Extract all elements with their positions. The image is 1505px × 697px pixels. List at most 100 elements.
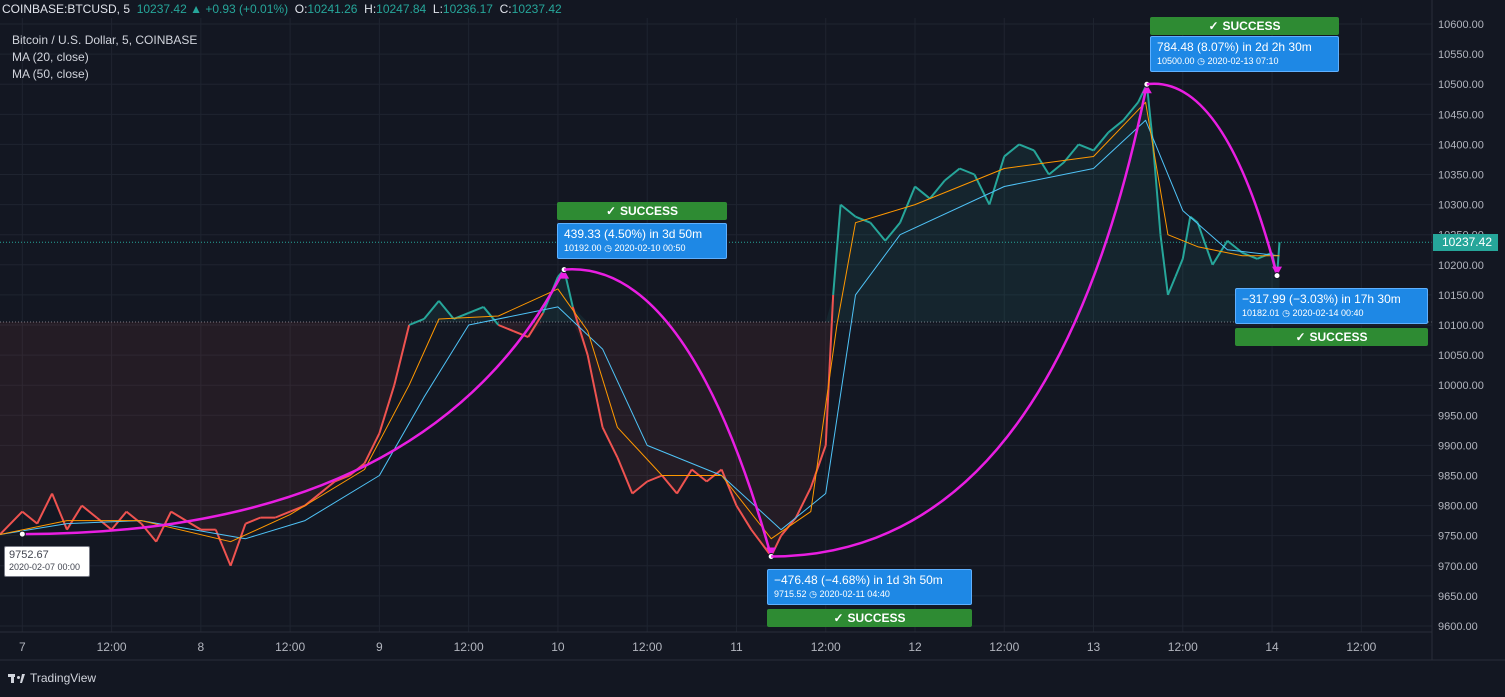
price-segment	[646, 474, 663, 483]
check-icon: ✓	[605, 204, 617, 218]
price-axis[interactable]: 9600.00 9650.00 9700.00 9750.00 9800.00 9850.…	[1438, 19, 1484, 633]
price-segment	[1033, 149, 1050, 176]
x-tick-label: 12:00	[97, 640, 127, 654]
arc-point[interactable]	[1273, 272, 1281, 280]
price-segment	[229, 523, 247, 567]
success-label: SUCCESS	[620, 204, 679, 218]
price-segment	[1107, 119, 1124, 134]
callout-change: 439.33 (4.50%) in 3d 50m	[564, 227, 703, 241]
time-axis[interactable]: 7 12:00 8 12:00 9 12:00 10 12:00 11 12:00 12 12:00 1…	[19, 640, 1377, 654]
price-segment	[1048, 161, 1065, 176]
arc-point[interactable]	[18, 530, 26, 538]
last-price-value: 10237.42	[136, 2, 187, 16]
forecast-arc	[22, 269, 566, 536]
price-segment	[914, 185, 931, 200]
measure-callout[interactable]: 439.33 (4.50%) in 3d 50m 10192.00 ◷ 2020…	[557, 223, 727, 259]
measure-callout[interactable]: 784.48 (8.07%) in 2d 2h 30m 10500.00 ◷ 2…	[1150, 36, 1339, 72]
price-segment	[824, 294, 835, 446]
price-segment	[1152, 144, 1162, 235]
price-segment	[899, 186, 916, 224]
check-icon: ✓	[1295, 330, 1306, 344]
success-badge[interactable]: ✓ SUCCESS	[557, 202, 727, 220]
price-segment	[601, 426, 619, 458]
x-tick-label: 13	[1087, 640, 1101, 654]
price-segment	[363, 432, 381, 464]
price-segment	[1145, 84, 1155, 145]
price-segment	[661, 474, 678, 495]
below-baseline-fill	[0, 321, 1280, 566]
callout-change: −317.99 (−3.03%) in 17h 30m	[1242, 292, 1401, 306]
arc-arrow-icon	[559, 269, 570, 279]
close-label: C:	[499, 2, 512, 16]
forecast-arc	[771, 83, 1149, 558]
ma50-line	[0, 119, 1280, 540]
y-tick-label: 10200.00	[1438, 260, 1484, 272]
price-segment	[1092, 131, 1110, 152]
low-value: 10236.17	[442, 2, 493, 16]
price-segment	[631, 480, 648, 495]
y-tick-label: 9750.00	[1438, 531, 1478, 543]
price-segment	[527, 312, 544, 338]
anchor-date: 2020-02-07 00:00	[9, 562, 81, 572]
x-tick-label: 11	[730, 640, 743, 654]
ma20-line	[0, 101, 1280, 543]
price-segment	[125, 510, 142, 525]
price-segment	[616, 457, 634, 494]
price-segment	[334, 474, 351, 483]
clock-icon: ◷	[1197, 56, 1205, 66]
price-segment	[869, 222, 887, 242]
success-label: SUCCESS	[847, 611, 906, 625]
price-segment	[586, 354, 604, 428]
open-label: O:	[294, 2, 308, 16]
y-tick-label: 10100.00	[1438, 320, 1484, 332]
anchor-price: 9752.67	[9, 549, 49, 561]
anchor-price-label[interactable]: 9752.67 2020-02-07 00:00	[4, 546, 90, 577]
price-segment	[1174, 258, 1184, 278]
baseline-shading	[0, 84, 1280, 566]
check-icon: ✓	[833, 611, 844, 625]
price-segment	[795, 487, 812, 519]
callout-price: 9715.52	[774, 589, 807, 599]
callout-date: 2020-02-14 00:40	[1292, 308, 1364, 318]
callout-change: −476.48 (−4.68%) in 1d 3h 50m	[774, 573, 943, 587]
success-badge[interactable]: ✓ SUCCESS	[1235, 328, 1428, 346]
measure-callout[interactable]: −476.48 (−4.68%) in 1d 3h 50m 9715.52 ◷ …	[767, 569, 972, 605]
price-segment	[1181, 216, 1192, 259]
price-segment	[96, 516, 113, 531]
price-segment	[929, 179, 946, 200]
price-segment	[988, 156, 1006, 205]
above-baseline-fill	[0, 84, 1280, 322]
price-segment	[468, 306, 484, 314]
clock-icon: ◷	[1282, 308, 1290, 318]
legend-title[interactable]: Bitcoin / U.S. Dollar, 5, COINBASE	[12, 33, 198, 47]
success-badge[interactable]: ✓ SUCCESS	[1150, 17, 1339, 35]
price-segment	[274, 510, 291, 519]
y-tick-label: 10050.00	[1438, 350, 1484, 362]
price-segment	[408, 318, 425, 326]
price-segment	[832, 204, 842, 295]
y-tick-label: 10600.00	[1438, 19, 1484, 31]
tradingview-logo[interactable]: TradingView	[8, 671, 96, 685]
x-tick-label: 12	[908, 640, 922, 654]
price-segment	[735, 505, 753, 531]
measure-callout[interactable]: −317.99 (−3.03%) in 17h 30m 10182.01 ◷ 2…	[1235, 288, 1428, 324]
price-segment	[214, 529, 232, 567]
price-segment	[423, 300, 440, 320]
symbol-name[interactable]: COINBASE:BTCUSD, 5	[2, 2, 131, 16]
x-tick-label: 12:00	[275, 640, 305, 654]
chart-legend: Bitcoin / U.S. Dollar, 5, COINBASE MA (2…	[12, 32, 197, 83]
price-segment	[571, 306, 589, 356]
legend-ma20[interactable]: MA (20, close)	[12, 50, 89, 64]
y-tick-label: 9900.00	[1438, 440, 1478, 452]
tradingview-label: TradingView	[30, 671, 97, 685]
success-badge[interactable]: ✓ SUCCESS	[767, 609, 972, 627]
callout-date: 2020-02-13 07:10	[1207, 56, 1279, 66]
y-tick-label: 10150.00	[1438, 290, 1484, 302]
price-segment	[393, 324, 411, 386]
price-segment	[720, 469, 738, 506]
y-tick-label: 9700.00	[1438, 561, 1478, 573]
legend-ma50[interactable]: MA (50, close)	[12, 67, 89, 81]
x-tick-label: 14	[1265, 640, 1279, 654]
callout-price: 10182.01	[1242, 308, 1280, 318]
